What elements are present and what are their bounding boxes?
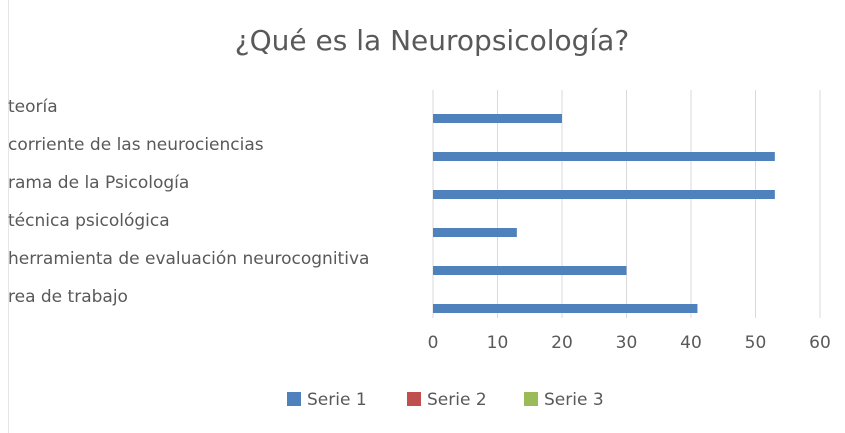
legend-label: Serie 3 — [544, 390, 604, 410]
x-tick-label: 30 — [616, 333, 638, 353]
bar — [433, 228, 517, 237]
y-tick-label: herramienta de evaluación neurocognitiva — [8, 249, 369, 269]
y-tick-label: rea de trabajo — [8, 287, 128, 307]
legend-swatch — [287, 392, 301, 406]
y-tick-label: teoría — [8, 97, 58, 117]
x-tick-label: 20 — [551, 333, 573, 353]
legend-swatch — [407, 392, 421, 406]
y-tick-label: técnica psicológica — [8, 211, 170, 231]
legend-label: Serie 2 — [427, 390, 487, 410]
bar — [433, 152, 775, 161]
legend-label: Serie 1 — [307, 390, 367, 410]
chart-title: ¿Qué es la Neuropsicología? — [235, 24, 629, 57]
legend-swatch — [524, 392, 538, 406]
x-tick-label: 0 — [428, 333, 439, 353]
x-tick-label: 50 — [745, 333, 767, 353]
x-tick-label: 60 — [809, 333, 831, 353]
bar — [433, 114, 562, 123]
bar — [433, 304, 698, 313]
y-tick-label: corriente de las neurociencias — [8, 135, 264, 155]
x-tick-label: 10 — [487, 333, 509, 353]
bar — [433, 266, 627, 275]
x-tick-label: 40 — [680, 333, 702, 353]
bar — [433, 190, 775, 199]
y-tick-label: rama de la Psicología — [8, 173, 189, 193]
